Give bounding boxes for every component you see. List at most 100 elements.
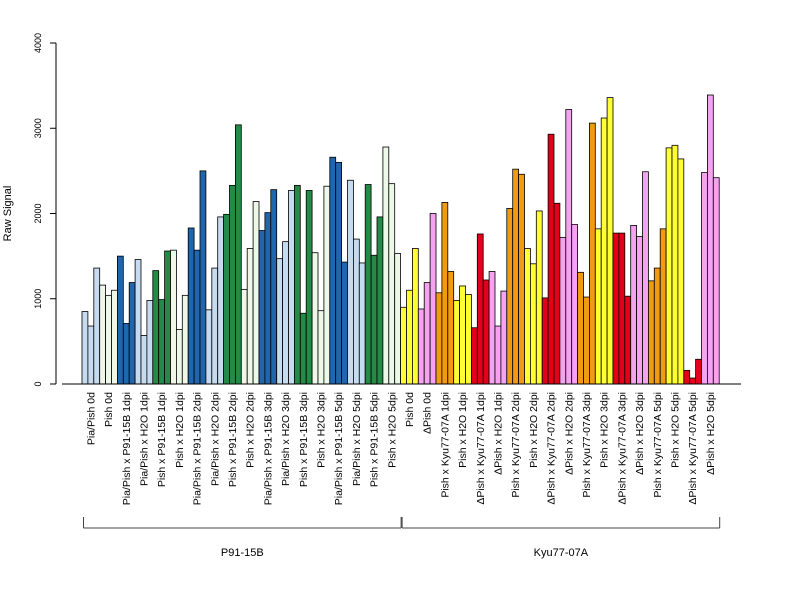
x-tick-label: Pish 0d — [404, 392, 416, 427]
x-tick-label: Pish x P91-15B 2dpi — [227, 392, 239, 487]
x-tick-label: Pia/Pish x P91-15B 2dpi — [192, 392, 204, 505]
bar — [659, 228, 667, 385]
y-tick-label: 3000 — [33, 118, 43, 138]
bar — [677, 158, 685, 385]
bar — [317, 310, 325, 385]
bar — [223, 213, 230, 385]
bar — [707, 94, 714, 385]
bar — [311, 252, 319, 385]
bar — [193, 249, 201, 385]
x-tick-label: Pish x Kyu77-07A 2dpi — [510, 392, 522, 498]
x-tick-label: Pia/Pish x P91-15B 5dpi — [333, 392, 345, 505]
y-tick-label: 0 — [33, 381, 43, 386]
bar — [352, 238, 360, 385]
bar — [512, 168, 520, 385]
bar — [465, 294, 472, 385]
bar — [600, 117, 608, 385]
x-tick-label: Pia/Pish x H2O 2dpi — [209, 392, 221, 486]
bar — [128, 282, 136, 385]
bar — [270, 189, 278, 385]
bar — [205, 309, 213, 385]
bar — [341, 261, 348, 385]
bar — [264, 212, 272, 385]
bar — [500, 290, 508, 385]
bar — [276, 258, 284, 385]
bar — [583, 296, 590, 385]
bar — [87, 325, 95, 385]
bar — [636, 236, 643, 385]
y-tick-label: 1000 — [33, 289, 43, 309]
bar — [164, 250, 171, 385]
bar — [246, 248, 254, 385]
bar — [482, 279, 490, 385]
bar — [429, 213, 437, 385]
bar — [252, 201, 260, 385]
x-tick-label: Pish x Kyu77-07A 1dpi — [439, 392, 451, 498]
bar — [376, 216, 384, 385]
group-label: P91-15B — [221, 547, 264, 559]
bar — [653, 267, 661, 385]
x-axis-category-labels: Pia/Pish 0d Pish 0d Pia/Pish x P91-15B 1dp… — [85, 392, 717, 505]
bar — [323, 185, 331, 385]
bar — [364, 184, 372, 385]
x-tick-label: Pia/Pish 0d — [85, 392, 97, 445]
group-brackets: P91-15B Kyu77-07A — [83, 517, 721, 559]
bar — [695, 358, 702, 385]
bar — [293, 184, 301, 385]
x-tick-label: Pia/Pish x P91-15B 3dpi — [262, 392, 274, 505]
bar — [535, 210, 543, 385]
group-label: Kyu77-07A — [534, 547, 589, 559]
bar — [689, 377, 697, 385]
x-tick-label: ΔPish x H2O 2dpi — [563, 392, 575, 475]
bar — [476, 233, 484, 385]
bar — [388, 183, 396, 385]
x-tick-label: Pish 0d — [103, 392, 115, 427]
bar — [553, 202, 561, 385]
bar — [524, 248, 531, 385]
x-tick-label: ΔPish x Kyu77-07A 2dpi — [546, 392, 558, 505]
bar — [347, 179, 354, 385]
bar — [541, 297, 549, 385]
bar — [175, 329, 183, 385]
bar — [417, 308, 425, 385]
bar — [299, 312, 307, 385]
bar — [152, 270, 160, 385]
bar — [411, 248, 419, 385]
x-tick-label: Pish x Kyu77-07A 5dpi — [652, 392, 664, 498]
bar — [624, 295, 632, 385]
x-tick-label: Pish x H2O 3dpi — [315, 392, 327, 468]
bar — [683, 369, 691, 385]
bar — [565, 109, 573, 385]
x-tick-label: ΔPish x H2O 5dpi — [705, 392, 717, 475]
bar — [630, 225, 638, 385]
bar — [199, 170, 207, 385]
x-tick-label: Pish x H2O 3dpi — [599, 392, 611, 468]
bar — [187, 227, 195, 385]
bar — [506, 207, 514, 385]
bar — [211, 267, 219, 385]
bar — [406, 289, 413, 385]
bar — [547, 133, 555, 385]
x-tick-label: ΔPish x Kyu77-07A 3dpi — [616, 392, 628, 505]
bar — [577, 271, 584, 385]
x-tick-label: ΔPish 0d — [422, 392, 434, 434]
bar — [217, 216, 224, 385]
y-axis-label: Raw Signal — [2, 186, 14, 242]
bar — [146, 300, 154, 385]
bar — [122, 323, 130, 385]
x-tick-label: Pia/Pish x H2O 3dpi — [280, 392, 292, 486]
x-tick-label: Pish x P91-15B 1dpi — [156, 392, 168, 487]
bar — [258, 230, 266, 385]
bar — [441, 202, 449, 385]
x-tick-label: Pia/Pish x H2O 1dpi — [138, 392, 150, 486]
bar — [282, 241, 289, 385]
bar — [612, 232, 620, 385]
bar — [111, 289, 118, 385]
bar — [530, 263, 537, 385]
x-tick-label: Pish x Kyu77-07A 3dpi — [581, 392, 593, 498]
bar — [447, 271, 455, 385]
x-tick-label: Pish x H2O 5dpi — [669, 392, 681, 468]
bar — [671, 144, 679, 385]
